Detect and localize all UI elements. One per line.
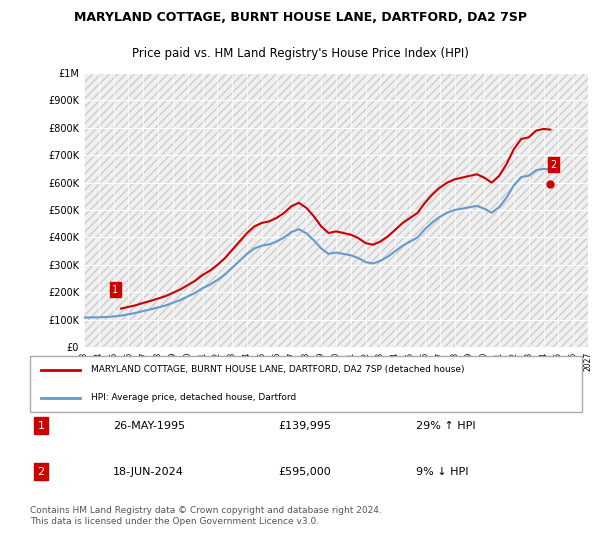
Text: 26-MAY-1995: 26-MAY-1995 — [113, 421, 185, 431]
Text: 1: 1 — [112, 284, 118, 295]
Text: £139,995: £139,995 — [278, 421, 331, 431]
Text: HPI: Average price, detached house, Dartford: HPI: Average price, detached house, Dart… — [91, 393, 296, 402]
FancyBboxPatch shape — [30, 356, 582, 412]
Text: 2: 2 — [37, 467, 44, 477]
Text: Contains HM Land Registry data © Crown copyright and database right 2024.
This d: Contains HM Land Registry data © Crown c… — [30, 506, 382, 526]
Text: 29% ↑ HPI: 29% ↑ HPI — [416, 421, 476, 431]
Text: 1: 1 — [38, 421, 44, 431]
Text: Price paid vs. HM Land Registry's House Price Index (HPI): Price paid vs. HM Land Registry's House … — [131, 48, 469, 60]
Text: £595,000: £595,000 — [278, 467, 331, 477]
Text: 18-JUN-2024: 18-JUN-2024 — [113, 467, 184, 477]
Text: 9% ↓ HPI: 9% ↓ HPI — [416, 467, 469, 477]
Text: 2: 2 — [550, 160, 556, 170]
Text: MARYLAND COTTAGE, BURNT HOUSE LANE, DARTFORD, DA2 7SP: MARYLAND COTTAGE, BURNT HOUSE LANE, DART… — [74, 11, 527, 24]
Text: MARYLAND COTTAGE, BURNT HOUSE LANE, DARTFORD, DA2 7SP (detached house): MARYLAND COTTAGE, BURNT HOUSE LANE, DART… — [91, 365, 464, 374]
